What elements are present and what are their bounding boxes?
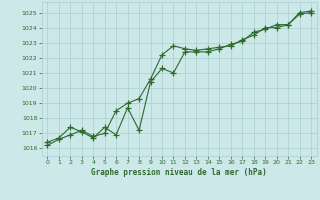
X-axis label: Graphe pression niveau de la mer (hPa): Graphe pression niveau de la mer (hPa) xyxy=(91,168,267,177)
